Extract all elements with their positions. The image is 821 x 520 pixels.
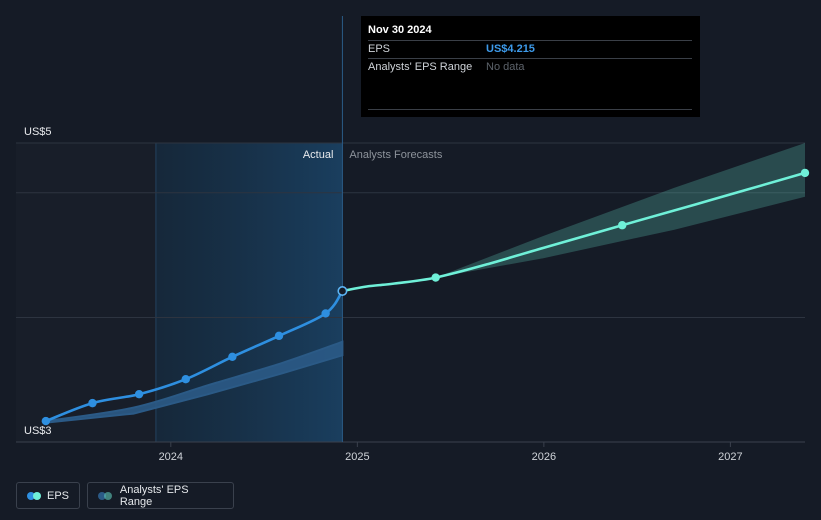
tooltip-divider [368, 58, 692, 59]
tooltip-divider [368, 109, 692, 110]
tooltip-eps-label: EPS [368, 43, 391, 55]
x-tick-label: 2026 [532, 451, 556, 463]
eps-forecast-point [800, 168, 810, 178]
legend-eps-button[interactable]: EPS [16, 482, 80, 509]
section-label-forecast: Analysts Forecasts [349, 149, 442, 161]
tooltip: Nov 30 2024 EPS US$4.215 Analysts' EPS R… [361, 16, 700, 117]
eps-range-actual [44, 340, 344, 424]
eps-actual-point [181, 375, 190, 384]
tooltip-date: Nov 30 2024 [368, 24, 432, 36]
section-label-actual: Actual [303, 149, 334, 161]
x-tick-label: 2027 [718, 451, 742, 463]
eps-forecast-line [341, 171, 807, 293]
legend-range-label: Analysts' EPS Range [119, 483, 189, 508]
legend-eps-swatch [27, 491, 41, 500]
tooltip-eps-value: US$4.215 [486, 43, 535, 55]
eps-actual-point [134, 389, 144, 399]
tooltip-range-value: No data [486, 61, 525, 73]
x-tick-label: 2025 [345, 451, 369, 463]
eps-actual-point [321, 309, 330, 318]
y-axis-label: US$5 [24, 126, 52, 138]
x-tick-label: 2024 [159, 451, 183, 463]
eps-actual-point [274, 331, 284, 341]
eps-hover-point [337, 286, 348, 297]
legend-range-button[interactable]: Analysts' EPS Range [87, 482, 234, 509]
y-axis-label: US$3 [24, 425, 52, 437]
tooltip-divider [368, 40, 692, 41]
eps-range-forecast [435, 143, 805, 278]
eps-actual-point [41, 416, 51, 426]
tooltip-range-label: Analysts' EPS Range [368, 61, 473, 73]
eps-forecast-point [431, 273, 440, 282]
legend-eps-label: EPS [46, 489, 69, 502]
legend-range-swatch [98, 491, 112, 500]
eps-forecast-point [618, 221, 627, 230]
eps-actual-point [228, 352, 237, 361]
eps-actual-point [88, 398, 97, 408]
